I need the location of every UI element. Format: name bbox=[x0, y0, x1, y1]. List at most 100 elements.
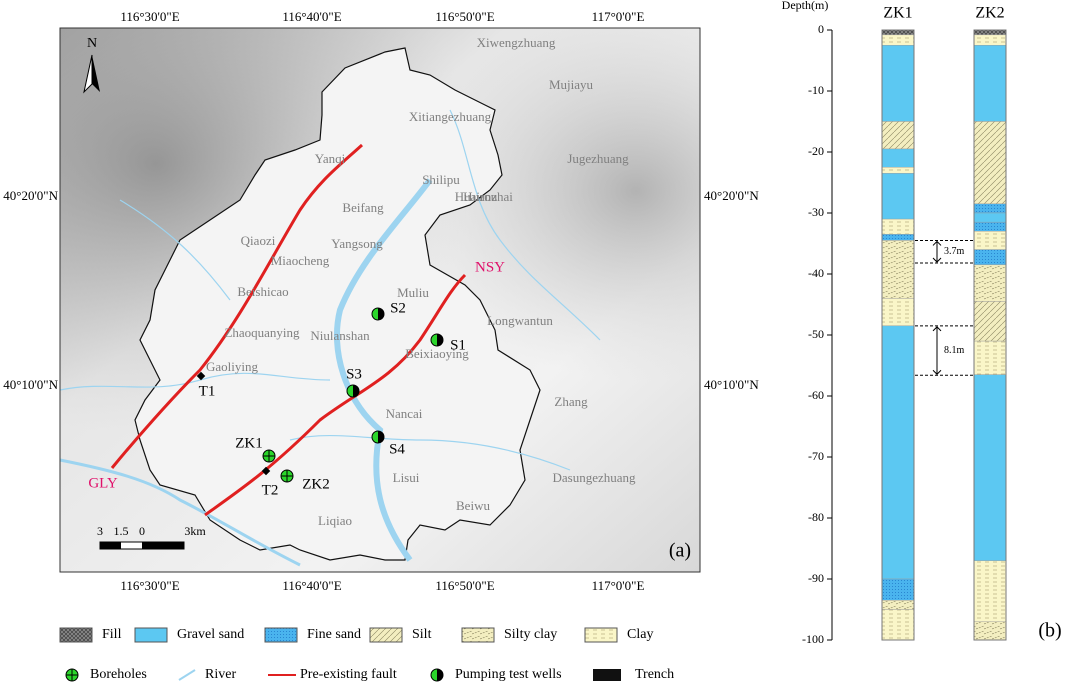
y-tick-label: -80 bbox=[808, 510, 824, 524]
scale-label: 3km bbox=[184, 524, 206, 538]
place-name: Qiaozi bbox=[241, 233, 276, 248]
place-name: Zhang bbox=[554, 394, 588, 409]
layer bbox=[973, 221, 1007, 232]
layer bbox=[973, 29, 1007, 36]
trench bbox=[261, 466, 271, 476]
layer bbox=[881, 121, 915, 150]
layer bbox=[973, 34, 1007, 46]
rivers bbox=[59, 109, 601, 567]
place-name: Miaocheng bbox=[271, 253, 330, 268]
trench bbox=[196, 371, 206, 381]
layer bbox=[973, 301, 1007, 342]
legend-swatch bbox=[584, 627, 618, 643]
north-arrow bbox=[83, 54, 100, 94]
borehole-label: ZK2 bbox=[302, 476, 330, 492]
lon-label: 116°50'0"E bbox=[435, 578, 494, 593]
river bbox=[289, 434, 571, 471]
place-name: Huanzhai bbox=[463, 189, 513, 204]
place-name: Niulanshan bbox=[310, 328, 370, 343]
place-name: Muliu bbox=[397, 285, 429, 300]
place-name: Liqiao bbox=[318, 513, 352, 528]
legend-label: Silty clay bbox=[504, 627, 557, 642]
column-title: ZK2 bbox=[975, 5, 1004, 22]
lat-label: 40°10'0"N bbox=[704, 377, 759, 392]
layer bbox=[881, 234, 915, 241]
legend-label: River bbox=[205, 667, 236, 682]
layer bbox=[973, 621, 1007, 641]
y-tick-label: -20 bbox=[808, 144, 824, 158]
layer bbox=[881, 609, 915, 641]
well-label: S3 bbox=[346, 366, 362, 382]
scale-label: 1.5 bbox=[114, 524, 129, 538]
scale-bar-segment bbox=[100, 542, 121, 549]
panel-label: (a) bbox=[669, 540, 691, 562]
legend-label: Clay bbox=[627, 627, 653, 642]
y-tick-label: 0 bbox=[818, 22, 824, 36]
arrowhead bbox=[932, 240, 942, 263]
annotation-label: 8.1m bbox=[944, 345, 965, 356]
map-panel bbox=[59, 27, 701, 573]
place-name: Dasungezhuang bbox=[552, 470, 636, 485]
legend-label: Fill bbox=[102, 627, 122, 642]
annotation-label: 3.7m bbox=[944, 246, 965, 257]
layer bbox=[881, 29, 915, 36]
borehole-label: ZK1 bbox=[235, 435, 263, 451]
legend-label: Fine sand bbox=[307, 627, 361, 642]
y-tick-label: -50 bbox=[808, 327, 824, 341]
lon-label: 116°40'0"E bbox=[282, 9, 341, 24]
lon-label: 117°0'0"E bbox=[592, 578, 645, 593]
legend-swatch bbox=[134, 627, 168, 643]
lon-label: 116°40'0"E bbox=[282, 578, 341, 593]
legend-swatch bbox=[369, 627, 403, 643]
place-name: Shilipu bbox=[422, 172, 460, 187]
layer bbox=[881, 167, 915, 174]
legend-label: Trench bbox=[635, 667, 674, 682]
layer bbox=[881, 298, 915, 327]
place-name: Beixiaoying bbox=[405, 346, 469, 361]
north-arrow-half bbox=[83, 54, 93, 94]
place-name: Beishicao bbox=[237, 284, 288, 299]
axis-label: Depth(m) bbox=[782, 0, 829, 12]
trench-label: T1 bbox=[199, 383, 216, 399]
layer bbox=[881, 34, 915, 46]
place-name: Lisui bbox=[393, 470, 420, 485]
lon-label: 116°50'0"E bbox=[435, 9, 494, 24]
layer bbox=[973, 212, 1007, 223]
place-name: Yangsong bbox=[331, 236, 383, 251]
legend-swatch bbox=[461, 627, 495, 643]
arrowhead bbox=[932, 326, 942, 375]
borehole-cross bbox=[263, 450, 275, 462]
legend-swatch bbox=[59, 627, 93, 643]
pumping-well-half bbox=[378, 431, 384, 443]
fault-label: NSY bbox=[475, 259, 505, 275]
lon-label: 116°30'0"E bbox=[120, 9, 179, 24]
legend-label: Boreholes bbox=[90, 667, 147, 682]
y-tick-label: -100 bbox=[802, 632, 824, 646]
place-name: Xiwengzhuang bbox=[477, 35, 556, 50]
y-tick-label: -90 bbox=[808, 571, 824, 585]
legend-swatch bbox=[264, 627, 298, 643]
place-name: Huairou bbox=[455, 189, 498, 204]
layer bbox=[881, 148, 915, 168]
layer bbox=[881, 45, 915, 122]
place-name: Beifang bbox=[342, 200, 384, 215]
river bbox=[59, 372, 331, 391]
layer bbox=[973, 374, 1007, 561]
layer bbox=[973, 249, 1007, 266]
well-label: S4 bbox=[389, 441, 405, 457]
lat-label: 40°10'0"N bbox=[3, 377, 58, 392]
y-tick-label: -10 bbox=[808, 83, 824, 97]
fault-label: GLY bbox=[88, 475, 117, 491]
well-label: S2 bbox=[390, 300, 406, 316]
lon-label: 116°30'0"E bbox=[120, 578, 179, 593]
pumping-well-half bbox=[378, 308, 384, 320]
legend-label: Pumping test wells bbox=[455, 667, 562, 682]
legend-label: Silt bbox=[412, 627, 432, 642]
legend-symbol bbox=[178, 669, 196, 681]
well-label: S1 bbox=[450, 337, 466, 353]
legend-symbol bbox=[66, 669, 78, 681]
y-tick-label: -30 bbox=[808, 205, 824, 219]
panel-label: (b) bbox=[1038, 620, 1061, 642]
column-title: ZK1 bbox=[883, 5, 912, 22]
